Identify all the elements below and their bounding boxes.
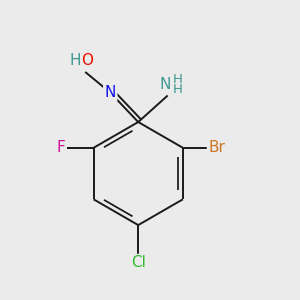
Text: F: F <box>56 140 65 155</box>
Text: Br: Br <box>208 140 225 155</box>
Text: H: H <box>173 83 183 96</box>
Text: N: N <box>159 77 171 92</box>
Text: H: H <box>173 73 183 85</box>
Text: Cl: Cl <box>131 255 146 270</box>
Text: O: O <box>81 53 93 68</box>
Text: N: N <box>105 85 116 100</box>
Text: H: H <box>69 53 81 68</box>
